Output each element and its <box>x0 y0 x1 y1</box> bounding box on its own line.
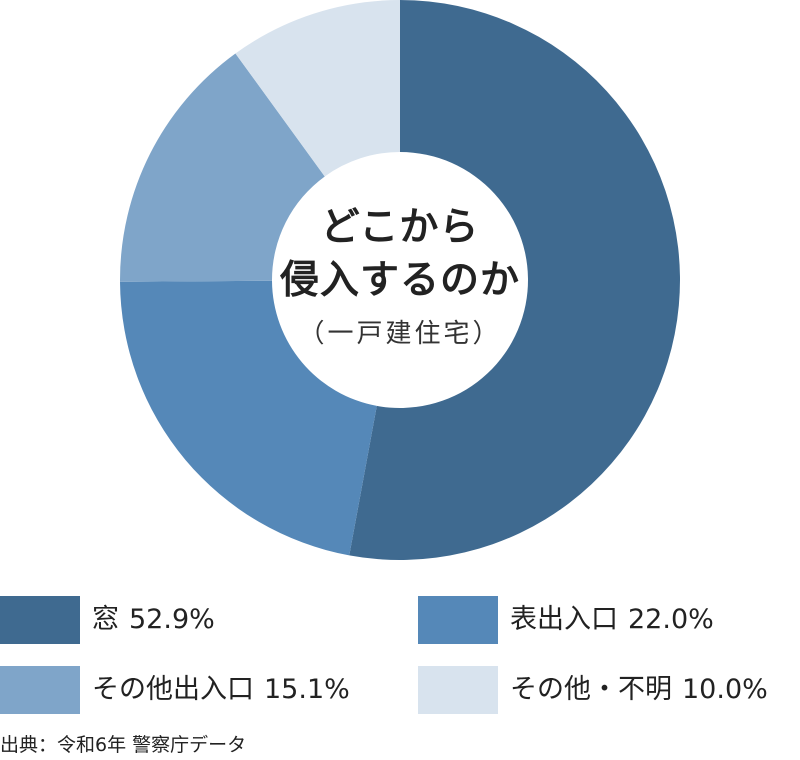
slice-other-unknown <box>235 0 400 177</box>
slice-front-entrance <box>120 280 377 556</box>
legend-swatch-other-entrance <box>0 666 80 714</box>
chart-title-line1: どこから <box>320 205 480 250</box>
legend-text-other-entrance: その他出入口 15.1% <box>92 666 350 714</box>
legend-swatch-other-unknown <box>418 666 498 714</box>
legend-value-front-entrance: 22.0% <box>628 604 714 635</box>
legend-label-other-entrance: その他出入口 <box>92 674 254 705</box>
slice-other-entrance <box>120 53 325 282</box>
legend-text-front-entrance: 表出入口 22.0% <box>510 596 714 644</box>
slice-window <box>349 0 680 560</box>
legend-label-front-entrance: 表出入口 <box>510 604 618 635</box>
legend-swatch-front-entrance <box>418 596 498 644</box>
legend-swatch-window <box>0 596 80 644</box>
chart-title-line2: 侵入するのか <box>279 258 520 303</box>
legend-value-other-unknown: 10.0% <box>682 674 768 705</box>
legend-text-other-unknown: その他・不明 10.0% <box>510 666 768 714</box>
source-note: 出典：令和6年 警察庁データ <box>0 734 247 756</box>
legend-text-window: 窓 52.9% <box>92 596 215 644</box>
legend-label-window: 窓 <box>92 604 119 635</box>
legend-value-other-entrance: 15.1% <box>264 674 350 705</box>
legend-label-other-unknown: その他・不明 <box>510 674 672 705</box>
chart-subtitle: （一戸建住宅） <box>298 319 502 349</box>
legend-value-window: 52.9% <box>129 604 215 635</box>
donut-chart <box>120 0 680 560</box>
